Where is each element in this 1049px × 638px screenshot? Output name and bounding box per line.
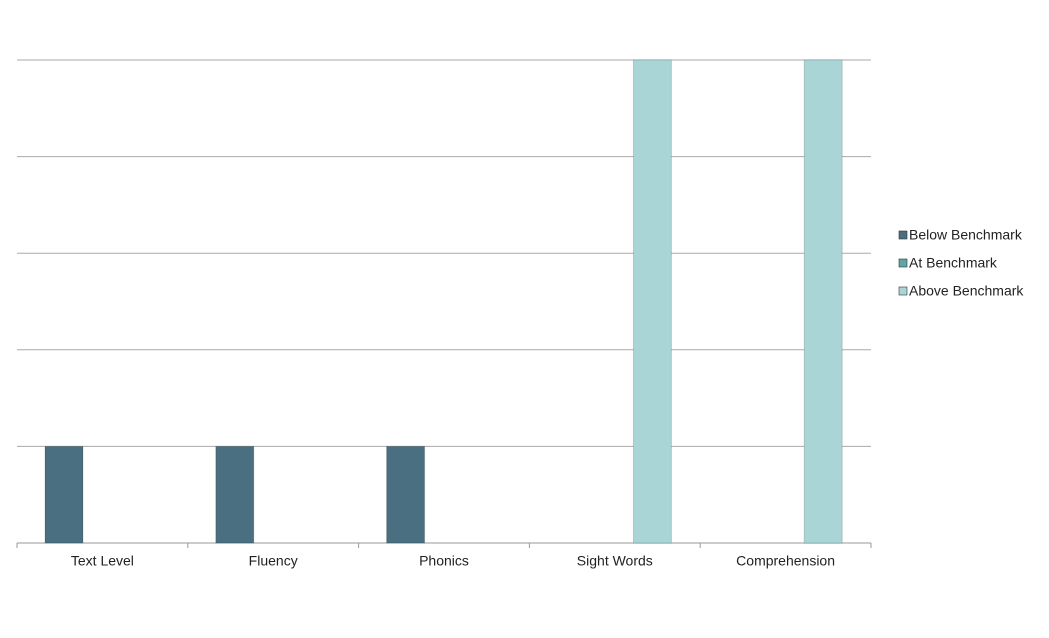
bar: [215, 445, 255, 544]
bar: [632, 59, 672, 544]
bar: [386, 445, 426, 544]
x-tick-label: Fluency: [249, 553, 298, 569]
x-tick-label: Sight Words: [577, 553, 653, 569]
bar: [803, 59, 843, 544]
bar: [44, 445, 84, 544]
x-tick-label: Comprehension: [736, 553, 835, 569]
legend-label: Above Benchmark: [909, 283, 1024, 299]
legend-swatch: [898, 258, 908, 268]
legend-swatch: [898, 286, 908, 296]
legend-label: At Benchmark: [909, 255, 998, 271]
legend-label: Below Benchmark: [909, 227, 1023, 243]
x-tick-label: Text Level: [71, 553, 134, 569]
x-tick-label: Phonics: [419, 553, 469, 569]
legend-swatch: [898, 230, 908, 240]
